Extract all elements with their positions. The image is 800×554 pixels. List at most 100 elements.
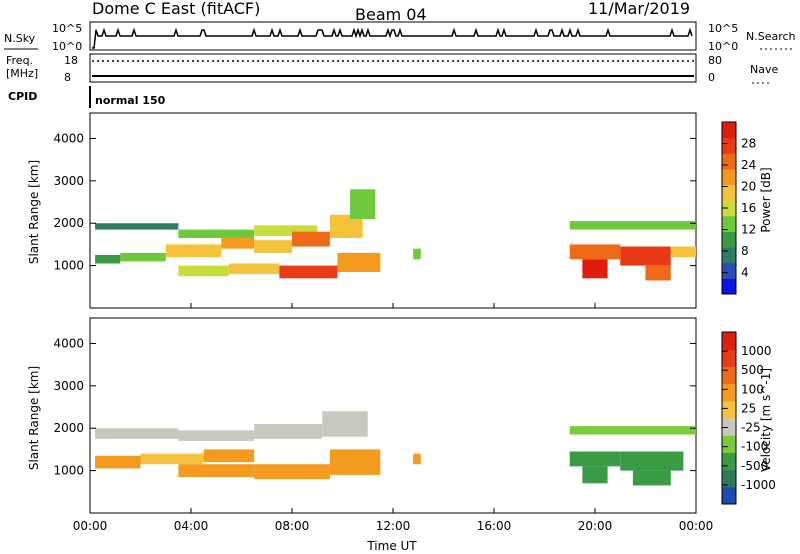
colorbar-swatch bbox=[722, 200, 736, 217]
colorbar-tick-label: 20 bbox=[741, 180, 756, 194]
y-tick-label: 3000 bbox=[53, 174, 84, 188]
colorbar-tick-label: -25 bbox=[741, 421, 761, 435]
colorbar-swatch bbox=[722, 122, 736, 139]
colorbar-swatch bbox=[722, 383, 736, 402]
colorbar-swatch bbox=[722, 400, 736, 419]
heatmap-cell-5 bbox=[165, 244, 222, 258]
heatmap-cell-15 bbox=[413, 248, 421, 260]
y-tick-label: 1000 bbox=[53, 259, 84, 273]
x-tick-label: 00:00 bbox=[679, 519, 714, 533]
heatmap-cell-9 bbox=[329, 214, 363, 239]
colorbar-swatch bbox=[722, 435, 736, 453]
colorbar-swatch bbox=[722, 486, 736, 505]
time-axis: 00:00 04:00 08:00 12:00 16:00 20:00 00:00 bbox=[73, 303, 714, 533]
x-tick-label: 12:00 bbox=[376, 519, 411, 533]
cpid-value: normal 150 bbox=[95, 94, 166, 107]
power-heatmap bbox=[95, 189, 696, 281]
power-y-axis: 1000 2000 3000 4000 bbox=[53, 131, 696, 273]
x-tick-label: 00:00 bbox=[73, 519, 108, 533]
velocity-colorbar-label: Velocity [m s^-1] bbox=[759, 368, 773, 472]
y-tick-label: 2000 bbox=[53, 216, 84, 230]
heatmap-cell-2 bbox=[254, 225, 318, 236]
x-tick-label: 16:00 bbox=[477, 519, 512, 533]
heatmap-cell-0 bbox=[95, 428, 179, 439]
heatmap-cell-19 bbox=[620, 246, 671, 266]
velocity-ylabel: Slant Range [km] bbox=[27, 366, 41, 470]
heatmap-cell-4 bbox=[95, 455, 141, 469]
nsearch-tick-high: 10^5 bbox=[708, 22, 738, 35]
y-tick-label: 2000 bbox=[53, 421, 84, 435]
radar-title: Dome C East (fitACF) bbox=[92, 0, 260, 18]
heatmap-cell-3 bbox=[95, 255, 121, 264]
heatmap-cell-4 bbox=[120, 252, 166, 262]
freq-tick-high: 18 bbox=[64, 54, 78, 67]
nsky-label: N.Sky bbox=[4, 32, 36, 45]
beam-title: Beam 04 bbox=[355, 5, 427, 24]
colorbar-tick-label: 28 bbox=[741, 137, 756, 151]
colorbar-swatch bbox=[722, 231, 736, 248]
colorbar-tick-label: 12 bbox=[741, 223, 756, 237]
heatmap-cell-16 bbox=[569, 221, 696, 230]
nave-tick-high: 80 bbox=[708, 54, 722, 67]
freq-label-line2: [MHz] bbox=[6, 67, 38, 80]
y-tick-label: 4000 bbox=[53, 131, 84, 145]
freq-tick-low: 8 bbox=[64, 71, 71, 84]
heatmap-cell-13 bbox=[582, 466, 608, 484]
heatmap-cell-3 bbox=[322, 411, 368, 437]
y-tick-label: 1000 bbox=[53, 464, 84, 478]
x-tick-label: 08:00 bbox=[275, 519, 310, 533]
colorbar-swatch bbox=[722, 332, 736, 350]
colorbar-swatch bbox=[722, 349, 736, 367]
date-title: 11/Mar/2019 bbox=[588, 0, 690, 18]
power-ylabel: Slant Range [km] bbox=[27, 160, 41, 264]
heatmap-cell-11 bbox=[569, 426, 696, 435]
colorbar-tick-label: -1000 bbox=[741, 478, 776, 492]
colorbar-swatch bbox=[722, 215, 736, 232]
colorbar-swatch bbox=[722, 469, 736, 488]
heatmap-cell-11 bbox=[178, 265, 229, 277]
colorbar-tick-label: 25 bbox=[741, 401, 756, 415]
heatmap-cell-21 bbox=[670, 246, 696, 258]
freq-label-line1: Freq. bbox=[6, 54, 33, 67]
colorbar-tick-label: 16 bbox=[741, 201, 756, 215]
nave-label: Nave bbox=[750, 63, 778, 76]
colorbar-tick-label: 8 bbox=[741, 244, 749, 258]
colorbar-swatch bbox=[722, 452, 736, 471]
heatmap-cell-8 bbox=[254, 464, 330, 480]
heatmap-cell-1 bbox=[178, 430, 255, 441]
colorbar-tick-label: -100 bbox=[741, 440, 768, 454]
heatmap-cell-1 bbox=[178, 229, 255, 239]
colorbar-frame bbox=[721, 331, 737, 505]
colorbar-swatch bbox=[722, 168, 736, 186]
colorbar-swatch bbox=[722, 247, 736, 264]
velocity-panel-frame bbox=[89, 317, 697, 514]
colorbar-tick-label: 500 bbox=[741, 363, 764, 377]
xaxis-label: Time UT bbox=[366, 539, 417, 553]
heatmap-cell-20 bbox=[645, 265, 671, 281]
heatmap-cell-17 bbox=[569, 244, 621, 260]
heatmap-cell-6 bbox=[221, 238, 255, 249]
heatmap-cell-15 bbox=[632, 470, 671, 486]
heatmap-cell-2 bbox=[254, 423, 323, 439]
heatmap-cell-0 bbox=[95, 223, 179, 230]
heatmap-cell-10 bbox=[350, 189, 376, 219]
heatmap-cell-10 bbox=[413, 453, 421, 465]
heatmap-cell-13 bbox=[279, 265, 338, 279]
heatmap-cell-9 bbox=[329, 449, 381, 475]
y-tick-label: 3000 bbox=[53, 379, 84, 393]
heatmap-cell-7 bbox=[254, 240, 292, 253]
velocity-y-axis: 1000 2000 3000 4000 bbox=[53, 336, 696, 478]
colorbar-swatch bbox=[722, 184, 736, 201]
colorbar-swatch bbox=[722, 262, 736, 279]
x-tick-label: 04:00 bbox=[174, 519, 209, 533]
nsky-strip bbox=[89, 21, 697, 51]
heatmap-cell-18 bbox=[582, 259, 608, 279]
colorbar-tick-label: 4 bbox=[741, 266, 749, 280]
nsky-tick-high: 10^5 bbox=[52, 22, 82, 35]
nsky-tick-low: 10^0 bbox=[52, 40, 82, 53]
nsearch-tick-low: 10^0 bbox=[708, 40, 738, 53]
colorbar-tick-label: 1000 bbox=[741, 344, 772, 358]
velocity-colorbar: 1000 500 100 25 -25 -100 -500 -1000 bbox=[721, 331, 776, 505]
y-tick-label: 4000 bbox=[53, 336, 84, 350]
